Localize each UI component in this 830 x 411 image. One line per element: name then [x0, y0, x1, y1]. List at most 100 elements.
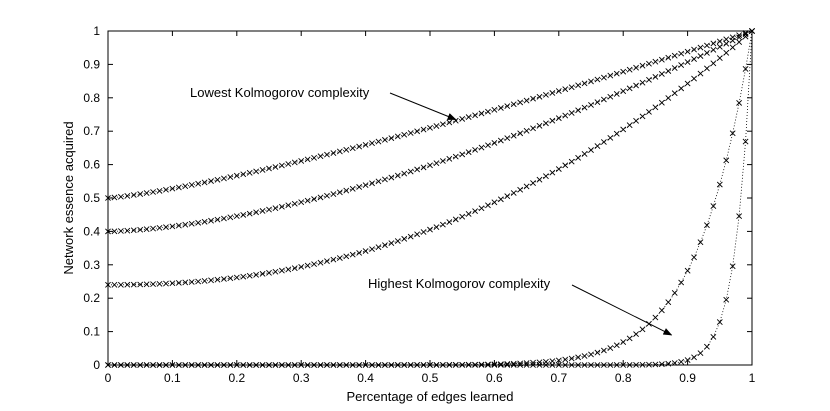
data-point: [549, 362, 556, 368]
data-point: [349, 362, 356, 368]
data-point: [105, 228, 111, 235]
data-point: [684, 59, 691, 66]
annotation-layer: Lowest Kolmogorov complexity Highest Kol…: [190, 85, 673, 336]
data-point: [439, 221, 446, 228]
data-point: [382, 136, 388, 143]
data-point: [465, 362, 472, 368]
data-point: [208, 362, 214, 368]
data-point: [459, 115, 466, 122]
data-point: [330, 256, 337, 263]
data-point: [465, 114, 472, 121]
data-point: [626, 335, 633, 342]
data-point: [117, 281, 124, 288]
data-point: [208, 178, 214, 185]
data-point: [485, 108, 491, 115]
data-point: [472, 208, 478, 215]
data-point: [633, 331, 639, 338]
data-point: [607, 345, 614, 351]
data-point: [394, 362, 401, 368]
data-point: [742, 66, 749, 72]
data-point: [485, 362, 491, 368]
data-point: [311, 154, 317, 161]
data-point: [497, 137, 504, 144]
data-point: [658, 71, 665, 77]
data-point: [343, 253, 350, 260]
data-point: [221, 215, 227, 222]
data-point: [465, 149, 472, 156]
data-point: [691, 56, 697, 62]
x-tick-label: 0.4: [357, 371, 374, 385]
data-point: [716, 38, 723, 45]
data-point: [414, 231, 421, 238]
data-point: [266, 362, 272, 368]
data-point: [182, 362, 189, 368]
data-point: [343, 362, 350, 368]
data-point: [665, 95, 672, 101]
data-point: [562, 112, 569, 119]
data-point: [304, 262, 311, 269]
data-point: [182, 279, 189, 286]
data-point: [478, 110, 485, 117]
data-point: [401, 131, 408, 138]
data-point: [259, 270, 266, 277]
data-point: [716, 43, 723, 50]
data-point: [117, 228, 124, 234]
x-tick-label: 0.9: [679, 371, 696, 385]
plot-area: [107, 30, 753, 366]
data-point: [150, 225, 156, 232]
data-point: [394, 133, 401, 140]
data-point: [658, 99, 665, 106]
data-point: [336, 362, 343, 368]
data-point: [736, 99, 743, 106]
data-point: [530, 362, 536, 368]
data-point: [613, 362, 620, 368]
data-point: [130, 227, 137, 234]
data-point: [600, 96, 607, 103]
data-point: [639, 326, 646, 333]
data-point: [588, 102, 594, 108]
data-point: [716, 181, 723, 188]
data-point: [562, 362, 569, 368]
data-point: [478, 205, 485, 212]
data-point: [626, 85, 633, 92]
data-point: [543, 91, 549, 98]
data-point: [562, 162, 569, 169]
data-point: [671, 360, 678, 366]
data-point: [504, 362, 511, 368]
data-point: [369, 246, 375, 253]
data-point: [407, 362, 414, 368]
data-point: [600, 362, 607, 368]
data-point: [246, 362, 253, 368]
data-point: [568, 158, 575, 165]
data-point: [143, 362, 150, 368]
data-point: [523, 183, 530, 190]
data-point: [581, 104, 588, 111]
x-tick-label: 1: [749, 371, 756, 385]
data-point: [588, 147, 594, 153]
data-point: [491, 106, 498, 113]
series-3: [105, 28, 755, 288]
data-point: [414, 362, 421, 368]
data-point: [150, 362, 156, 368]
y-tick-label: 0.9: [83, 57, 100, 71]
data-point: [401, 170, 408, 177]
data-point: [330, 362, 337, 368]
data-point: [459, 151, 466, 158]
data-point: [362, 141, 369, 148]
data-point: [137, 226, 144, 233]
data-point: [691, 254, 697, 261]
data-point: [105, 195, 111, 201]
data-point: [652, 314, 659, 321]
data-point: [710, 40, 717, 47]
series-2-line: [107, 30, 753, 232]
data-point: [439, 362, 446, 368]
data-point: [394, 172, 401, 179]
data-point: [736, 213, 743, 220]
data-point: [665, 68, 672, 74]
data-point: [478, 144, 485, 151]
data-point: [678, 62, 685, 69]
data-point: [208, 217, 214, 224]
data-point: [704, 65, 710, 72]
data-point: [581, 362, 588, 368]
